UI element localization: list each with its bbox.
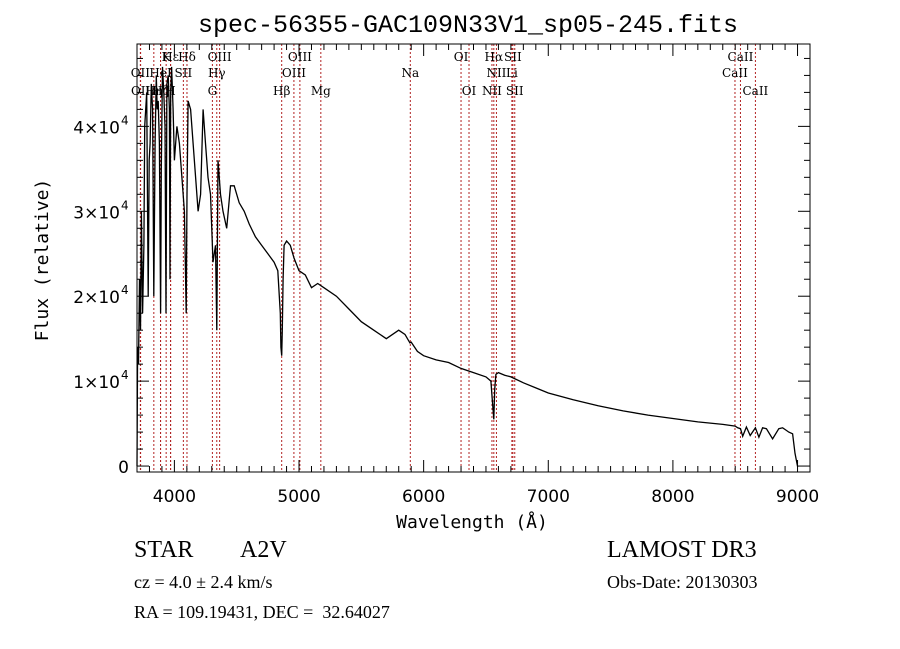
y-tick-label: 4×10 — [73, 118, 120, 138]
line-marker-label: SII — [504, 50, 522, 64]
line-marker-label: OIII — [288, 50, 312, 64]
y-tick-label: 1×10 — [73, 373, 120, 393]
y-tick-label: 0 — [118, 458, 129, 478]
obs-date: Obs-Date: 20130303 — [607, 572, 758, 592]
y-axis-label: Flux (relative) — [32, 179, 53, 342]
y-tick-exponent: 4 — [121, 198, 129, 212]
line-marker-label: OII — [131, 66, 151, 80]
line-marker-label: OII — [131, 84, 151, 98]
line-marker-label: Hγ — [208, 66, 226, 80]
x-tick-label: 4000 — [153, 487, 196, 507]
chart-title: spec-56355-GAC109N33V1_sp05-245.fits — [198, 11, 738, 40]
x-tick-label: 6000 — [402, 487, 445, 507]
y-tick-label: 3×10 — [73, 203, 120, 223]
y-tick-exponent: 4 — [121, 368, 129, 382]
object-subclass: A2V — [240, 537, 287, 563]
x-tick-label: 7000 — [527, 487, 570, 507]
line-marker-label: HeI — [149, 66, 172, 80]
line-marker-label: OIII — [282, 66, 306, 80]
line-marker-label: Mg — [311, 84, 331, 98]
line-marker-label: G — [208, 84, 218, 98]
line-marker-label: Li — [506, 66, 518, 80]
line-marker-label: Hα — [485, 50, 504, 64]
line-marker-label: Na — [401, 66, 419, 80]
x-axis-label: Wavelength (Å) — [396, 511, 548, 533]
line-marker-label: NII — [486, 66, 506, 80]
object-class: STAR — [134, 537, 194, 563]
x-tick-label: 5000 — [277, 487, 320, 507]
line-marker-label: SII — [175, 66, 193, 80]
plot-frame — [136, 43, 811, 473]
coordinates: RA = 109.19431, DEC = 32.64027 — [134, 602, 390, 622]
x-axis-ticks: 4000 5000 6000 7000 8000 9000 — [148, 44, 819, 507]
line-marker-label: Hη — [145, 84, 163, 98]
line-marker-label: SII — [506, 84, 524, 98]
line-marker-label: OIII — [208, 50, 232, 64]
y-tick-label: 2×10 — [73, 288, 120, 308]
line-marker-label: NII — [482, 84, 502, 98]
line-marker-label: CaII — [722, 66, 748, 80]
redshift-cz: cz = 4.0 ± 2.4 km/s — [134, 572, 273, 592]
y-tick-exponent: 4 — [121, 283, 129, 297]
y-tick-exponent: 4 — [121, 113, 129, 127]
line-marker-label: Hβ — [273, 84, 290, 98]
x-tick-label: 8000 — [651, 487, 694, 507]
line-marker-label: K — [162, 50, 172, 64]
line-marker-label: CaII — [728, 50, 754, 64]
x-tick-label: 9000 — [776, 487, 819, 507]
line-marker-label: OI — [454, 50, 469, 64]
spectrum-line — [136, 66, 799, 467]
line-marker-label: OI — [462, 84, 477, 98]
y-axis-ticks: 01×10 42×10 43×10 44×10 4 — [73, 57, 810, 478]
line-markers — [139, 44, 756, 472]
line-marker-label: Hδ — [178, 50, 196, 64]
line-marker-label: CaII — [742, 84, 768, 98]
survey-name: LAMOST DR3 — [607, 537, 757, 563]
